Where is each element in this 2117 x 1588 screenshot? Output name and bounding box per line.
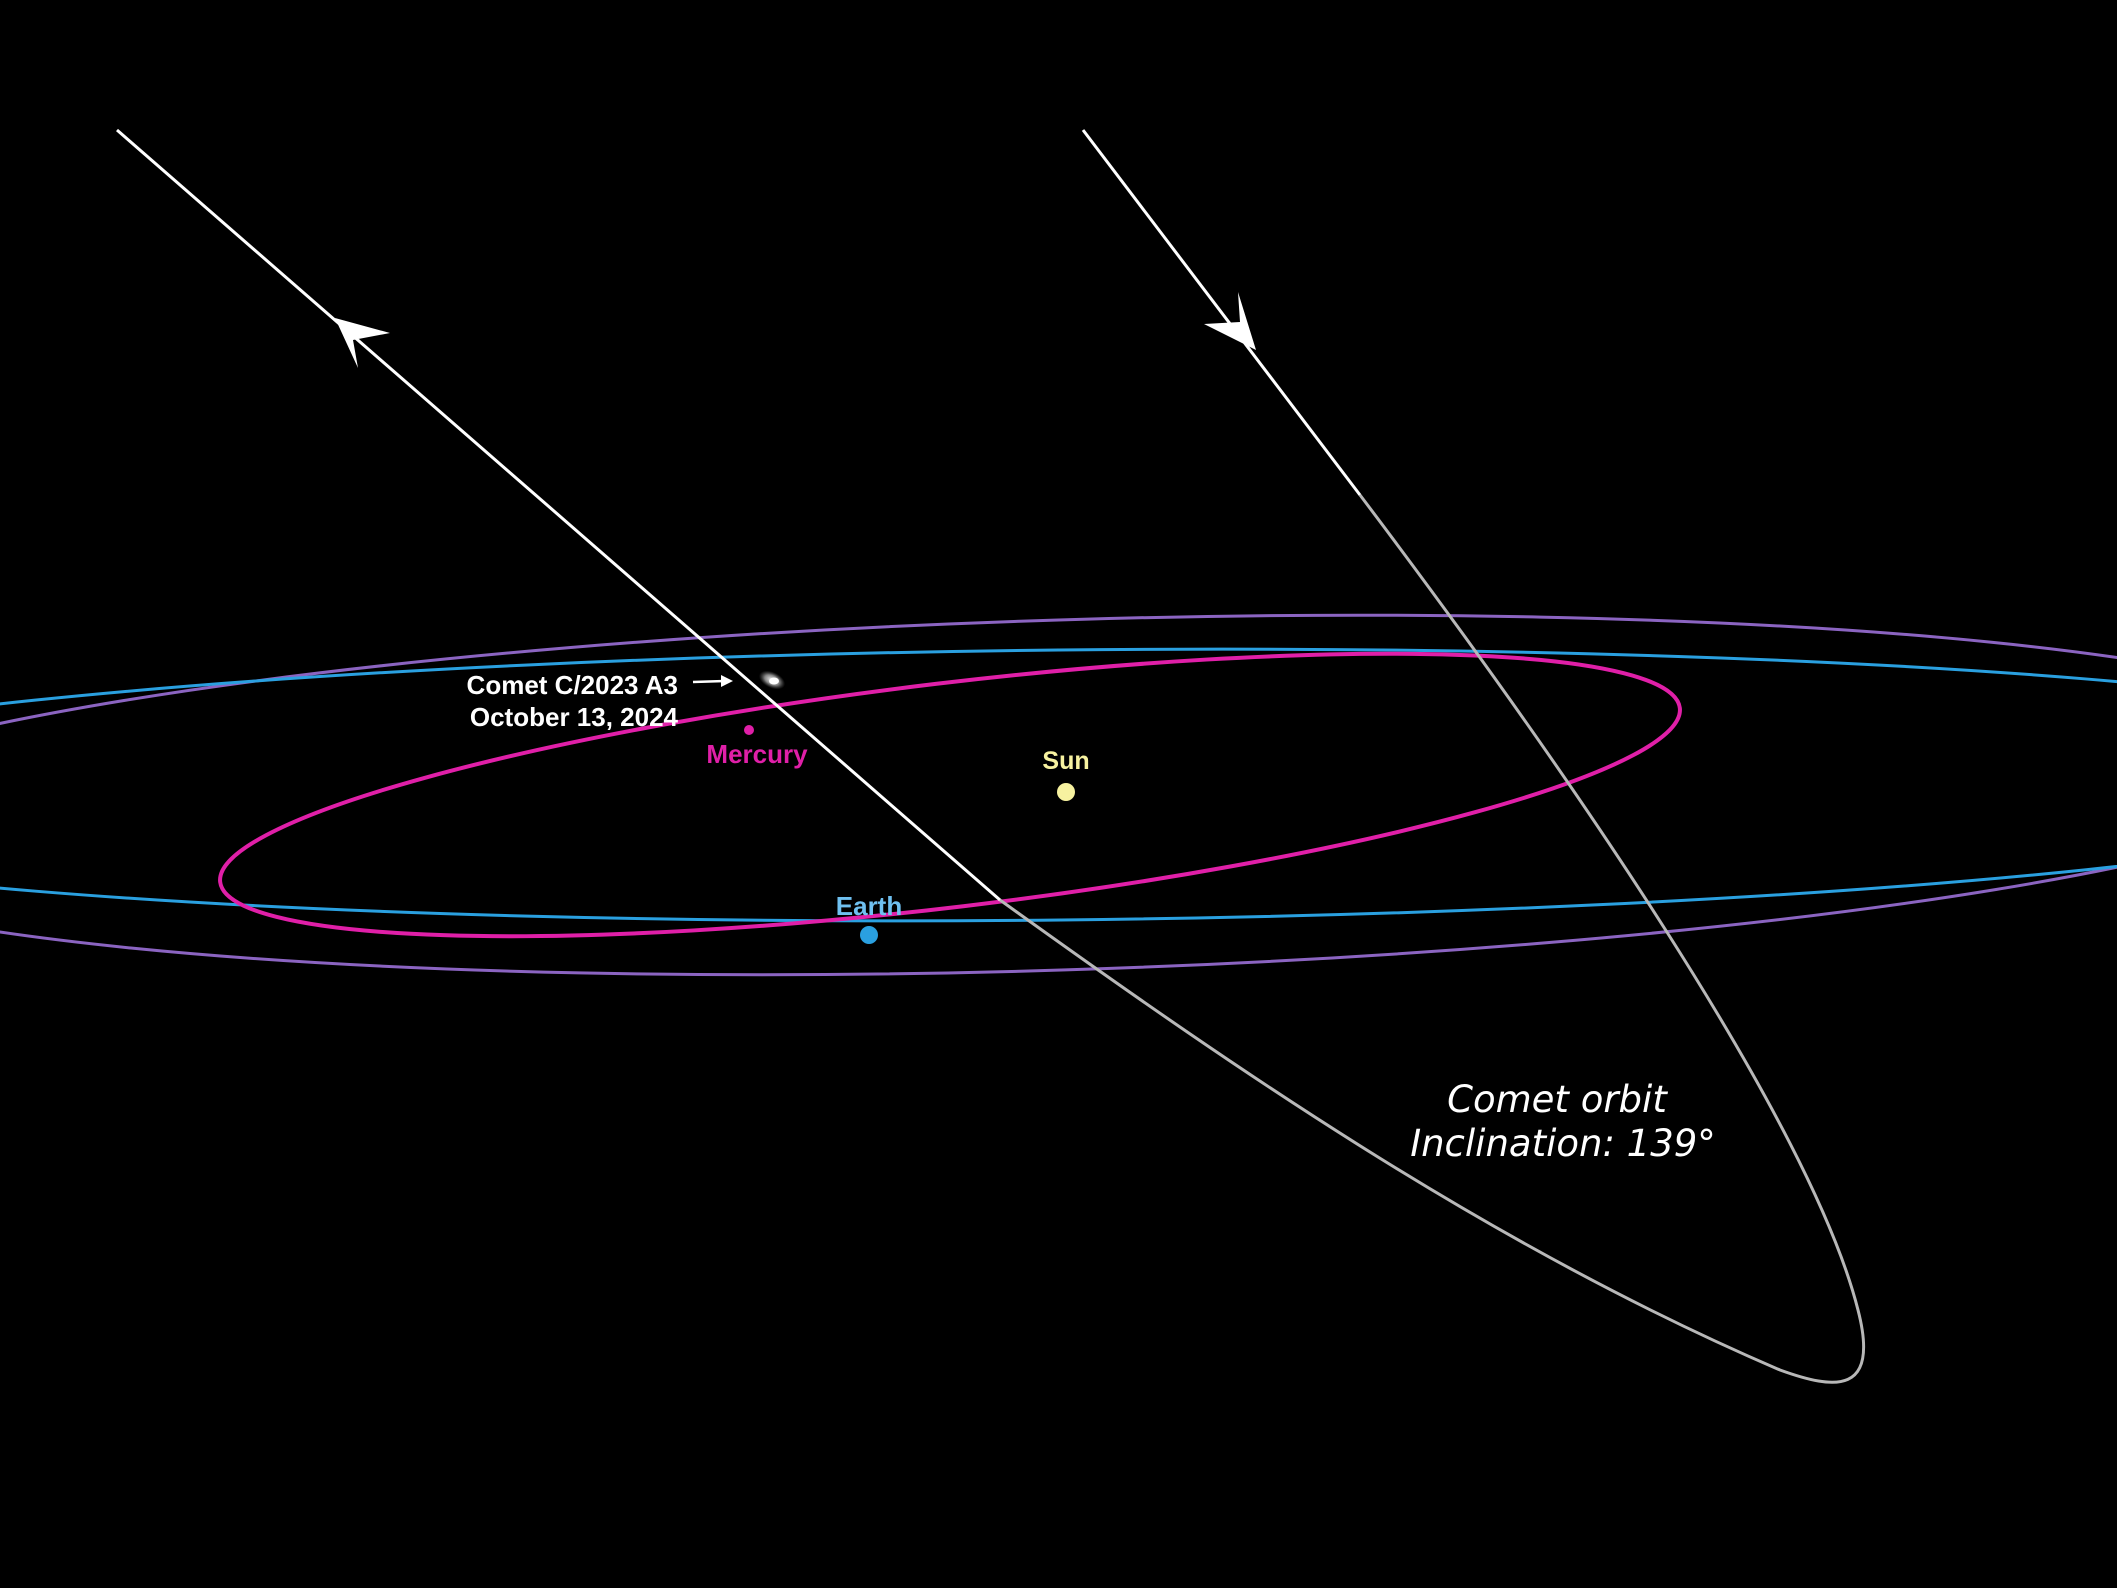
mercury-orbit: [218, 651, 1682, 939]
right-arrow-icon: [692, 679, 726, 684]
outer-orbit: [0, 613, 2117, 977]
comet-orbit-far: [999, 494, 1865, 1384]
earth-label: Earth: [836, 891, 902, 921]
orbit-inclination-label: Inclination: 139°: [1410, 1122, 1716, 1165]
right-arrow-icon-head: [721, 675, 733, 687]
arrowhead-icon: [335, 318, 390, 368]
comet-orbit-outgoing: [116, 128, 1001, 902]
orbit-title-label: Comet orbit: [1447, 1078, 1668, 1121]
mercury-label: Mercury: [706, 739, 808, 769]
earth-icon: [860, 926, 878, 944]
mercury-dot: [744, 725, 754, 735]
sun-label: Sun: [1042, 747, 1089, 775]
comet-date-label: October 13, 2024: [470, 702, 679, 732]
sun-icon: [1057, 783, 1075, 801]
earth-orbit: [0, 647, 2117, 923]
comet-name-label: Comet C/2023 A3: [467, 670, 678, 700]
arrowhead-icon: [1204, 292, 1256, 350]
comet-orbit-incoming: [1081, 129, 1362, 496]
comet-nucleus: [769, 677, 779, 685]
